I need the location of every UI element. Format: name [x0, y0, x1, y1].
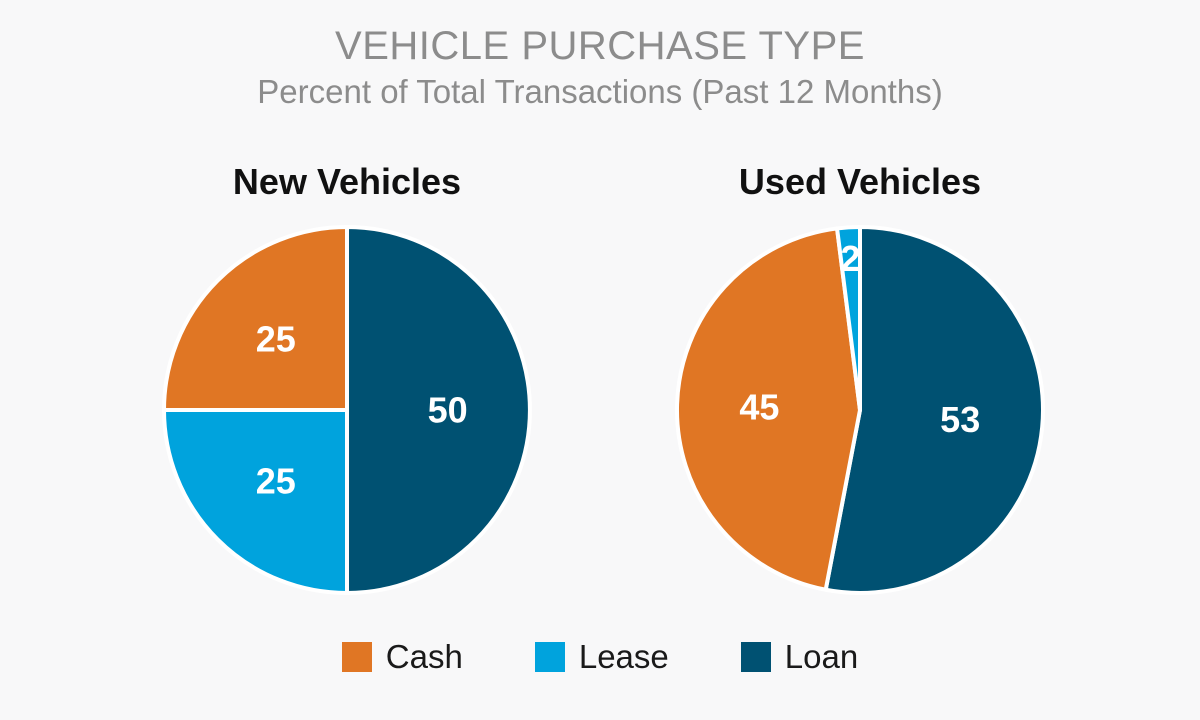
- legend-swatch-loan: [740, 642, 771, 672]
- legend: Cash Lease Loan: [0, 638, 1200, 676]
- legend-item-loan: Loan: [740, 638, 859, 676]
- legend-item-lease: Lease: [534, 638, 669, 676]
- slice-label-new-vehicles-cash: 25: [256, 318, 296, 359]
- slice-label-new-vehicles-loan: 50: [428, 390, 468, 431]
- slice-used-vehicles-loan: [823, 225, 1045, 595]
- slice-used-vehicles-cash: [675, 226, 862, 592]
- chart-subtitle: Percent of Total Transactions (Past 12 M…: [257, 73, 943, 110]
- slice-used-vehicles-lease: [835, 224, 862, 412]
- legend-label-cash: Cash: [385, 638, 463, 675]
- legend-label-lease: Lease: [578, 638, 669, 675]
- pie-new-vehicles: New Vehicles 50 25 25: [162, 161, 532, 595]
- legend-swatch-lease: [534, 642, 565, 672]
- slice-new-vehicles-lease: [162, 408, 349, 595]
- chart-header: VEHICLE PURCHASE TYPE Percent of Total T…: [0, 22, 1200, 112]
- pie-used-vehicles: Used Vehicles 53 45 2: [675, 161, 1045, 595]
- chart-title: VEHICLE PURCHASE TYPE: [335, 24, 865, 68]
- pie-title-used-vehicles: Used Vehicles: [739, 161, 981, 202]
- legend-item-cash: Cash: [341, 638, 463, 676]
- legend-label-loan: Loan: [784, 638, 859, 675]
- slice-new-vehicles-loan: [345, 225, 532, 595]
- slice-label-used-vehicles-cash: 45: [739, 386, 779, 427]
- legend-swatch-cash: [341, 642, 372, 672]
- slice-label-used-vehicles-loan: 53: [940, 399, 980, 440]
- slice-new-vehicles-cash: [162, 225, 349, 412]
- slice-label-used-vehicles-lease: 2: [840, 238, 860, 279]
- pie-title-new-vehicles: New Vehicles: [233, 161, 461, 202]
- slice-label-new-vehicles-lease: 25: [256, 461, 296, 502]
